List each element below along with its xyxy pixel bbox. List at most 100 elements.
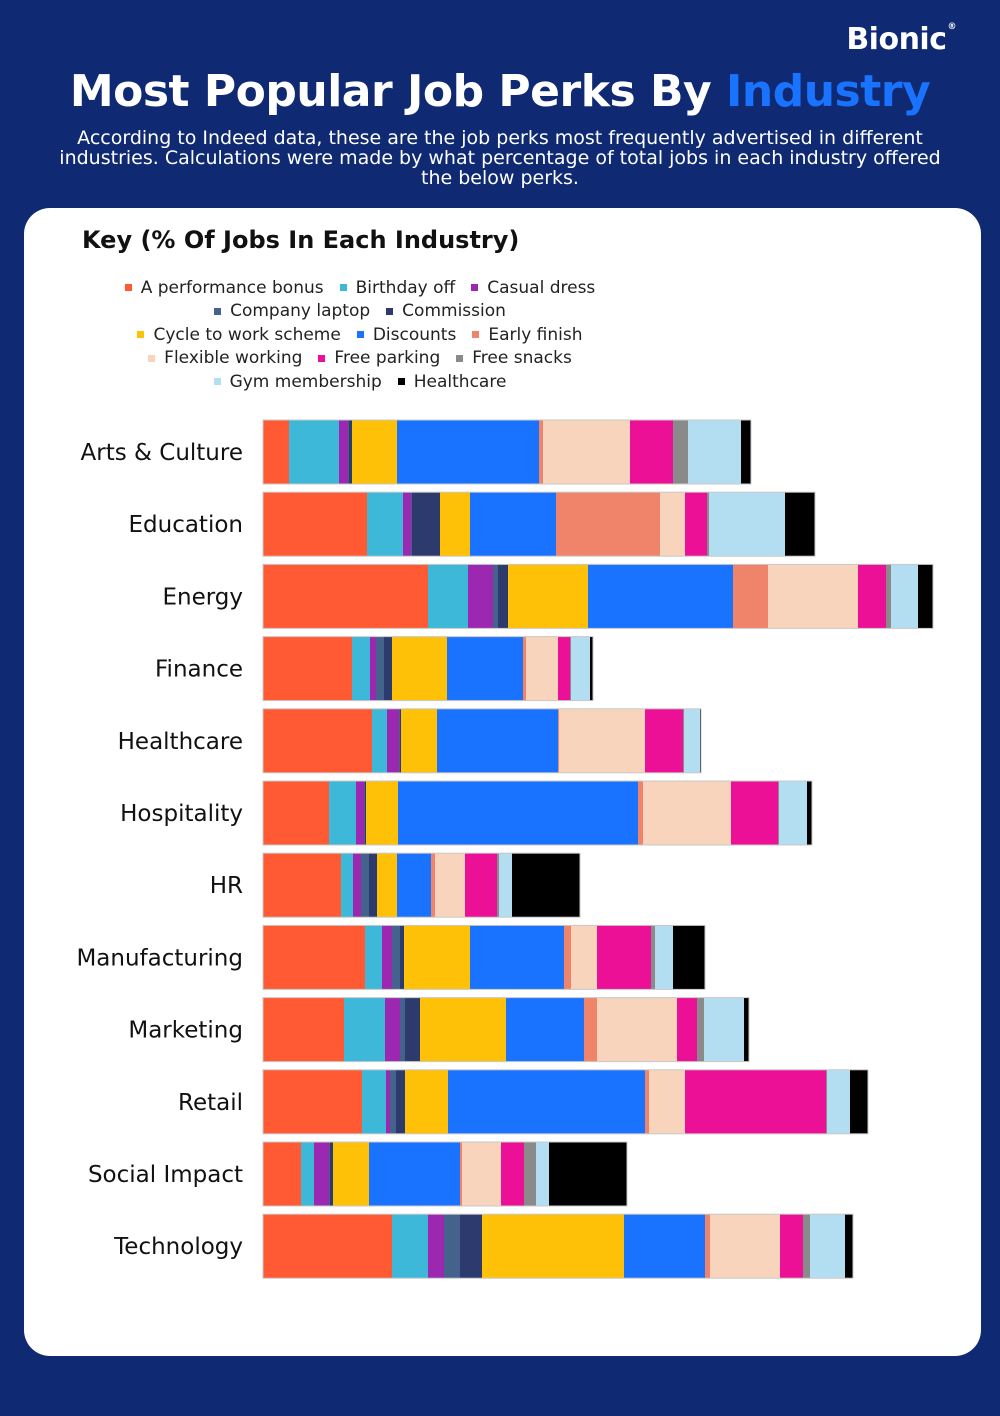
bar-energy-cycle-to-work-scheme [508, 564, 588, 629]
bar-social-impact-commission [330, 1142, 333, 1206]
bar-finance-flexible-working [526, 636, 558, 701]
bar-education-healthcare [785, 492, 815, 557]
legend-swatch [471, 284, 479, 292]
bar-education-birthday-off [367, 492, 403, 557]
bar-technology-free-snacks [803, 1214, 810, 1279]
bar-hospitality-free-snacks [778, 781, 779, 845]
legend-item-a-performance-bonus: A performance bonus [124, 278, 324, 298]
bar-retail-discounts [448, 1069, 645, 1134]
bar-finance-company-laptop [376, 636, 384, 701]
category-label-education: Education [128, 512, 243, 538]
bar-finance-healthcare [590, 636, 593, 701]
bar-manufacturing-a-performance-bonus [263, 925, 365, 990]
bar-technology-healthcare [845, 1214, 853, 1279]
bar-outline-hospitality [262, 780, 813, 846]
category-label-hr: HR [210, 873, 243, 899]
bar-hr-commission [369, 853, 377, 918]
bar-healthcare-free-snacks [683, 708, 684, 773]
bar-technology-discounts [624, 1214, 705, 1279]
bar-technology-company-laptop [444, 1214, 460, 1279]
legend-item-company-laptop: Company laptop [214, 301, 370, 321]
bar-finance-birthday-off [352, 636, 370, 701]
bar-education-company-laptop [411, 492, 412, 557]
bar-social-impact-birthday-off [301, 1142, 314, 1206]
legend-item-flexible-working: Flexible working [148, 348, 302, 368]
bar-healthcare-company-laptop [399, 708, 400, 773]
category-label-finance: Finance [155, 657, 243, 683]
legend-label: Discounts [372, 324, 457, 345]
category-label-hospitality: Hospitality [120, 801, 243, 827]
category-label-marketing: Marketing [128, 1018, 243, 1044]
bar-healthcare-cycle-to-work-scheme [401, 708, 437, 773]
bar-arts-and-culture-commission [349, 420, 352, 484]
bar-education-cycle-to-work-scheme [440, 492, 470, 557]
legend-swatch [124, 284, 132, 292]
bar-technology-casual-dress [428, 1214, 444, 1279]
title-main: Most Popular Job Perks By [69, 66, 712, 117]
legend-row: Company laptop Commission [60, 300, 660, 324]
category-label-manufacturing: Manufacturing [76, 945, 243, 971]
bar-technology-a-performance-bonus [263, 1214, 392, 1279]
legend-item-commission: Commission [386, 301, 506, 321]
bar-retail-flexible-working [649, 1069, 685, 1134]
bar-energy-birthday-off [428, 564, 468, 629]
bar-arts-and-culture-cycle-to-work-scheme [352, 420, 397, 484]
legend-swatch [386, 307, 394, 315]
legend-swatch [397, 378, 405, 386]
bar-marketing-birthday-off [344, 997, 385, 1062]
bar-healthcare-casual-dress [387, 708, 399, 773]
bar-hospitality-birthday-off [329, 781, 356, 845]
bar-outline-energy [262, 563, 934, 629]
legend-label: Cycle to work scheme [153, 324, 341, 345]
legend-label: Healthcare [413, 371, 507, 392]
bar-hospitality-casual-dress [356, 781, 364, 845]
bar-finance-free-snacks [570, 636, 571, 701]
bar-manufacturing-commission [400, 925, 404, 990]
bar-social-impact-free-parking [501, 1142, 524, 1206]
bar-outline-marketing [262, 997, 750, 1063]
bar-hr-discounts [397, 853, 431, 918]
bar-energy-flexible-working [768, 564, 858, 629]
bar-retail-casual-dress [386, 1069, 390, 1134]
logo-text: Bionic [846, 22, 947, 57]
bionic-logo: Bionic® [846, 22, 956, 57]
legend-swatch [456, 354, 464, 362]
bar-arts-and-culture-free-parking [630, 420, 673, 484]
bar-healthcare-free-parking [645, 708, 683, 773]
bar-manufacturing-free-snacks [651, 925, 655, 990]
bar-manufacturing-free-parking [597, 925, 651, 990]
bar-social-impact-free-snacks [524, 1142, 536, 1206]
bar-finance-discounts [447, 636, 523, 701]
bar-healthcare-commission [400, 708, 401, 773]
bar-hr-a-performance-bonus [263, 853, 341, 918]
bar-healthcare-birthday-off [372, 708, 387, 773]
bar-education-a-performance-bonus [263, 492, 367, 557]
bar-social-impact-early-finish [460, 1142, 462, 1206]
bar-outline-social-impact [262, 1141, 628, 1207]
title-accent: Industry [726, 66, 931, 117]
legend-item-gym-membership: Gym membership [213, 372, 382, 392]
bar-marketing-commission [405, 997, 420, 1062]
chart-legend: A performance bonus Birthday off Casual dr… [60, 276, 660, 394]
bar-education-gym-membership [709, 492, 785, 557]
category-label-retail: Retail [178, 1090, 243, 1116]
bar-energy-commission [498, 564, 508, 629]
bar-social-impact-gym-membership [536, 1142, 549, 1206]
bar-hospitality-company-laptop [364, 781, 365, 845]
bar-marketing-cycle-to-work-scheme [420, 997, 506, 1062]
bar-energy-discounts [588, 564, 733, 629]
bar-finance-free-parking [558, 636, 570, 701]
bar-marketing-discounts [506, 997, 584, 1062]
bar-education-early-finish [556, 492, 660, 557]
legend-item-free-parking: Free parking [318, 348, 440, 368]
bar-hospitality-flexible-working [643, 781, 731, 845]
bar-manufacturing-early-finish [564, 925, 571, 990]
bar-hr-flexible-working [435, 853, 465, 918]
bar-manufacturing-cycle-to-work-scheme [404, 925, 470, 990]
bar-healthcare-a-performance-bonus [263, 708, 372, 773]
bar-manufacturing-healthcare [673, 925, 705, 990]
bar-energy-a-performance-bonus [263, 564, 428, 629]
bar-manufacturing-flexible-working [571, 925, 597, 990]
key-title: Key (% Of Jobs In Each Industry) [82, 226, 520, 254]
